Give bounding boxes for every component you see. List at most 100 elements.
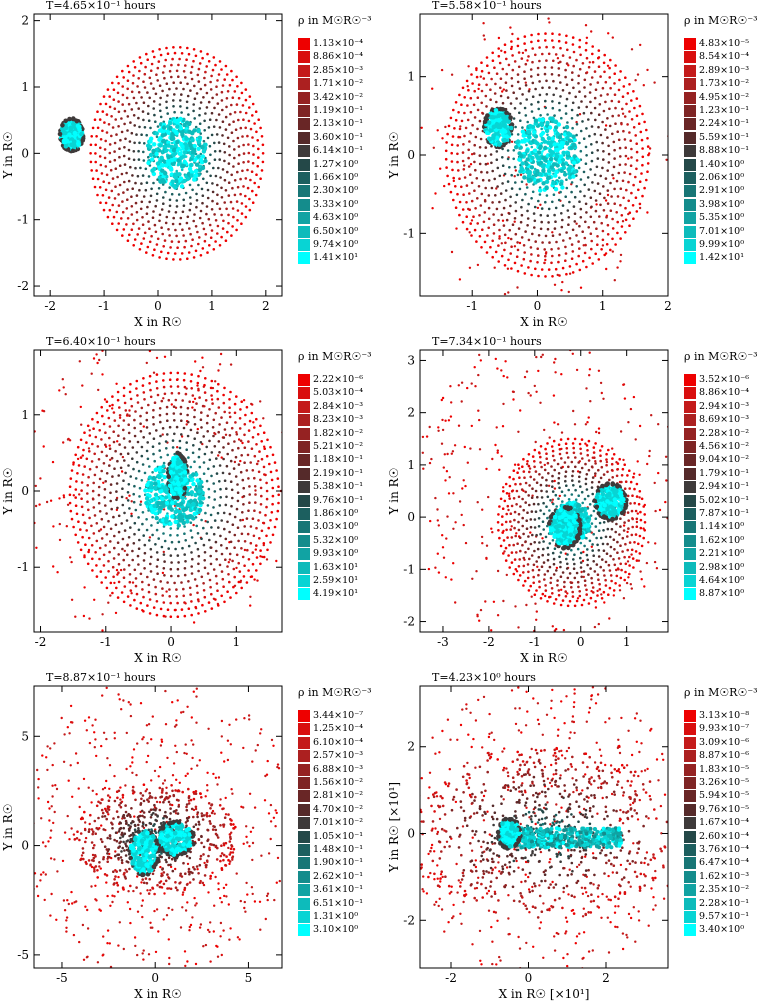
particle [180,419,183,422]
particle [476,128,479,131]
particle [201,166,205,170]
particle [578,106,581,109]
particle [632,557,635,560]
particle [237,119,240,122]
particle [142,511,145,514]
particle [632,90,635,93]
particle [183,470,188,475]
particle [163,551,165,553]
particle [191,406,193,408]
particle [91,373,93,375]
particle [117,399,120,402]
particle [479,235,482,238]
particle [161,469,165,473]
x-tick-label: -1 [100,635,112,649]
particle [110,483,113,486]
particle [222,458,225,461]
particle [541,118,545,122]
particle [187,95,190,98]
particle [166,475,171,480]
particle [515,532,517,534]
particle [95,135,98,138]
particle [176,205,179,208]
particle [207,572,210,575]
particle [134,522,137,525]
particle [496,634,498,636]
particle [88,617,90,619]
particle [210,387,213,390]
particle [72,526,75,529]
particle [588,135,591,138]
particle [622,468,625,471]
particle [165,47,168,50]
particle [150,570,153,573]
particle [266,558,268,560]
particle [148,382,151,385]
particle [521,465,524,468]
particle [434,192,436,194]
particle [501,515,504,518]
particle [601,392,603,394]
particle [253,535,256,538]
particle [67,438,69,440]
particle [585,49,588,52]
particle [619,260,621,262]
particle [166,82,169,85]
particle [477,374,479,376]
particle [119,417,121,419]
particle [629,139,632,142]
particle [510,245,513,248]
particle [180,111,183,114]
particle [149,612,152,615]
particle [190,429,193,432]
particle [136,85,139,88]
particle [527,55,530,58]
particle [138,126,141,129]
particle [593,221,596,224]
particle [479,448,481,450]
particle [623,597,625,599]
particle [219,126,222,129]
particle [220,416,223,419]
particle [559,81,562,84]
x-tick-label: 0 [154,299,162,313]
particle [209,145,212,148]
particle [193,498,197,502]
particle [74,496,77,499]
particle [208,601,211,604]
particle [86,500,89,503]
particle [139,422,142,425]
particle [182,211,185,214]
particle [167,228,170,231]
particle [526,186,529,189]
particle [131,559,134,562]
particle [262,161,265,164]
particle [97,389,99,391]
particle [69,143,74,148]
particle [473,90,476,93]
particle [175,496,180,501]
particle [499,62,502,65]
particle [530,394,532,396]
particle [208,496,211,499]
particle [597,182,600,185]
particle [613,166,616,169]
particle [605,458,608,461]
particle [614,582,617,585]
particle [212,435,215,438]
particle [602,158,605,161]
particle [578,46,581,49]
particle [158,187,161,190]
particle [241,533,244,536]
particle [552,60,555,63]
particle [157,558,160,561]
legend-label: 4.95×10⁻² [699,92,749,104]
particle [123,146,126,149]
particle [579,54,582,57]
particle [469,173,472,176]
particle [595,199,598,202]
legend-label: 1.66×10⁰ [313,172,358,184]
particle [196,147,200,151]
particle [149,485,153,489]
particle [269,519,272,522]
